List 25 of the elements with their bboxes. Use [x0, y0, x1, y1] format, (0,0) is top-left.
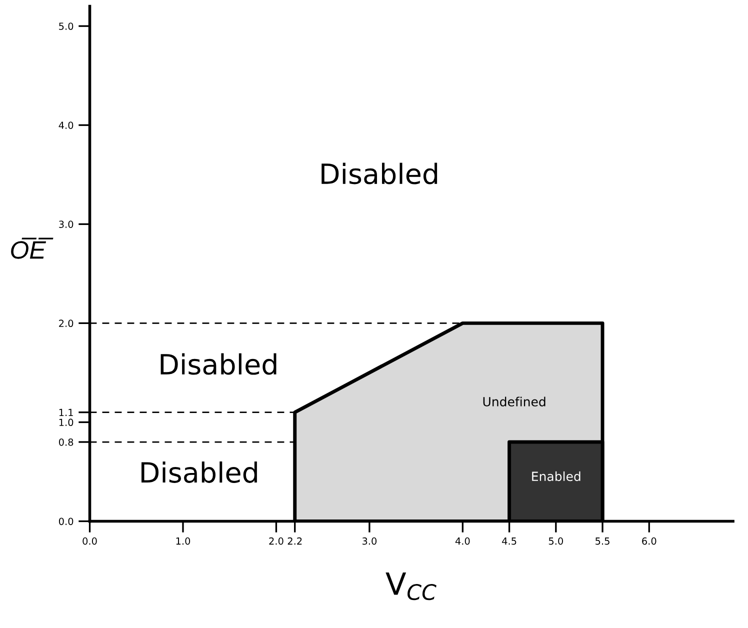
- annotation: Disabled: [160, 353, 276, 375]
- y-tick-label: 4.0: [58, 122, 74, 129]
- y-tick-label: 5.0: [59, 22, 74, 30]
- x-tick-label: 4.0: [455, 537, 470, 545]
- annotation: Enabled: [532, 471, 580, 482]
- x-tick-label: 2.0: [269, 537, 284, 545]
- annotation: Undefined: [483, 396, 546, 406]
- y-tick-label: 0.0: [58, 518, 74, 526]
- y-tick-label: 3.0: [59, 220, 74, 228]
- x-tick-label: 6.0: [642, 537, 656, 545]
- annotation: Disabled: [322, 162, 438, 184]
- y-axis-title: O̅E̅: [11, 238, 54, 259]
- y-tick-label: 2.0: [59, 320, 74, 328]
- x-tick-label: 2.2: [288, 537, 302, 545]
- x-tick-label: 1.0: [176, 537, 190, 545]
- y-tick-label: 1.0: [59, 418, 74, 426]
- x-tick-label: 0.0: [82, 537, 97, 545]
- x-tick-label: 4.5: [502, 538, 516, 545]
- y-tick-label: 1.1: [59, 408, 73, 416]
- x-tick-label: 5.5: [596, 538, 610, 545]
- y-tick-label: 0.8: [58, 438, 74, 446]
- annotation: Disabled: [142, 461, 257, 483]
- x-tick-label: 5.0: [548, 537, 563, 545]
- x-tick-label: 3.0: [362, 537, 377, 545]
- x-axis-title: V$_{CC}$: [386, 572, 436, 600]
